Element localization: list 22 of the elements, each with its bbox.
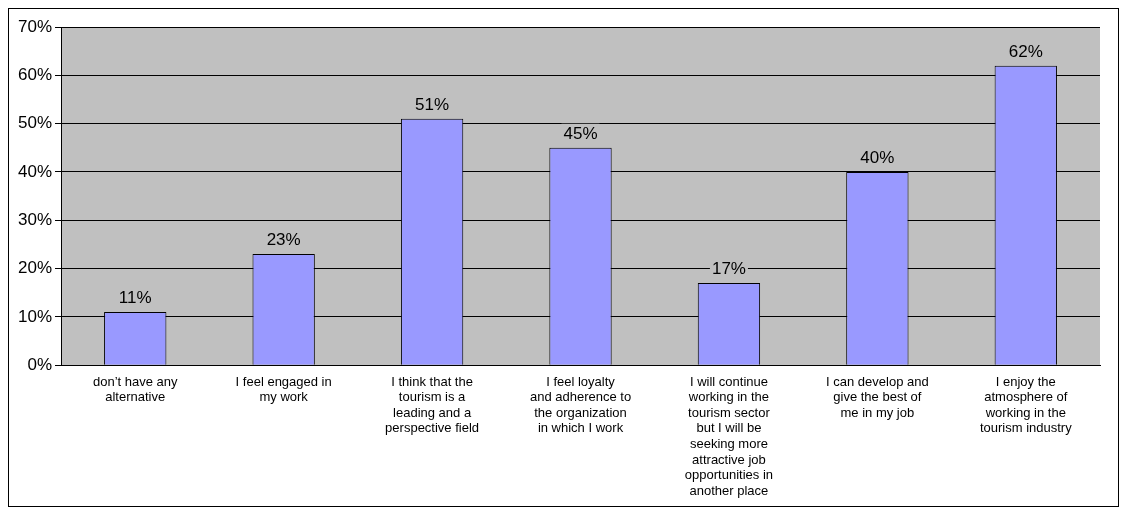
data-label: 11% (118, 288, 152, 308)
x-tick-label: I feel engaged in my work (235, 373, 332, 405)
data-label: 17% (711, 259, 746, 279)
y-tick-label: 0% (27, 354, 53, 374)
data-label: 23% (266, 230, 301, 250)
x-tick-label: I feel loyalty and adherence to the organization in which I work (529, 373, 632, 436)
y-tick-label: 70% (17, 16, 53, 36)
y-tick-label: 50% (17, 113, 53, 133)
x-tick-label: I think that the tourism is a leading and a perspective field (385, 373, 480, 436)
y-tick-label: 20% (17, 258, 53, 278)
x-tick-label: don’t have any alternative (92, 373, 179, 405)
data-label: 62% (1008, 41, 1043, 61)
x-tick-label: I can develop and give the best of me in my job (826, 373, 929, 420)
y-tick-label: 40% (17, 161, 53, 181)
y-tick-label: 30% (17, 209, 53, 229)
y-tick-label: 60% (17, 65, 53, 84)
x-tick-label: I enjoy the atmosphere of working in the tourism industry (979, 373, 1073, 436)
data-label: 45% (563, 123, 598, 143)
data-label: 40% (860, 148, 895, 168)
y-tick-label: 10% (17, 306, 53, 326)
data-label: 51% (415, 94, 450, 114)
x-tick-label: I will continue working in the tourism sector but I will be seeking more attractive job opportunities in another place (684, 373, 774, 498)
